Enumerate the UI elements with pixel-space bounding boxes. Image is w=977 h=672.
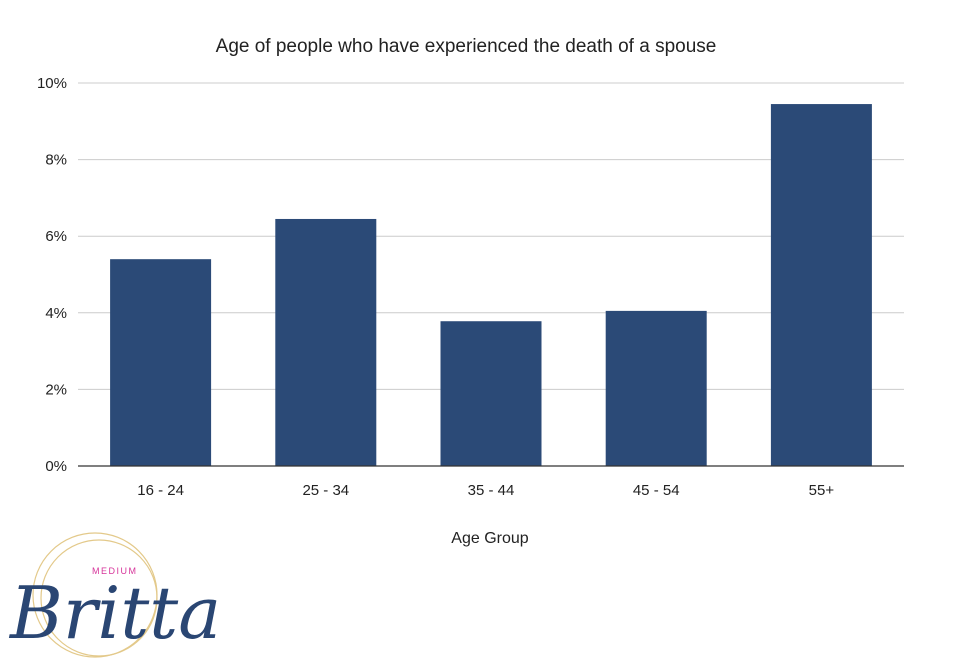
y-tick-label: 6% (45, 228, 67, 245)
bar (770, 104, 872, 466)
x-tick-label: 45 - 54 (633, 482, 680, 499)
y-tick-label: 8% (45, 152, 67, 169)
bars (110, 104, 872, 466)
bar (440, 321, 542, 466)
logo-ring-inner (40, 539, 158, 657)
x-axis-ticks: 16 - 24 25 - 34 35 - 44 45 - 54 55+ (137, 482, 834, 499)
brand-logo: MEDIUM Britta (8, 532, 221, 658)
x-tick-label: 35 - 44 (468, 482, 515, 499)
bar (110, 259, 212, 466)
y-tick-label: 4% (45, 305, 67, 322)
y-axis-ticks: 0% 2% 4% 6% 8% 10% (37, 75, 67, 475)
bar (275, 218, 377, 466)
y-tick-label: 10% (37, 75, 67, 92)
x-tick-label: 25 - 34 (302, 482, 349, 499)
y-tick-label: 2% (45, 381, 67, 398)
gridlines (78, 82, 904, 390)
y-tick-label: 0% (45, 458, 67, 475)
x-tick-label: 16 - 24 (137, 482, 184, 499)
chart-title: Age of people who have experienced the d… (216, 36, 717, 57)
x-tick-label: 55+ (809, 482, 835, 499)
logo-script-text: Britta (8, 571, 221, 655)
logo-small-text: MEDIUM (92, 566, 138, 576)
bar (605, 310, 707, 466)
x-axis-label: Age Group (451, 530, 528, 547)
